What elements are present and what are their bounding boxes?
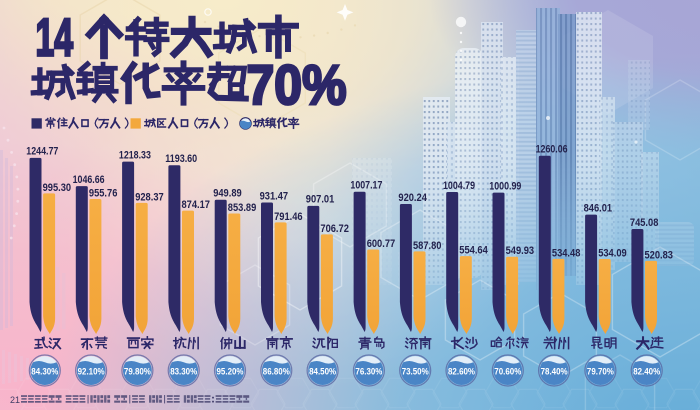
- svg-text:949.89: 949.89: [213, 188, 242, 200]
- svg-text:70.60%: 70.60%: [494, 366, 521, 377]
- svg-text:955.76: 955.76: [89, 188, 118, 200]
- svg-text:95.20%: 95.20%: [217, 366, 244, 377]
- svg-text:549.93: 549.93: [506, 245, 534, 257]
- svg-text:554.64: 554.64: [459, 245, 488, 257]
- svg-text:79.80%: 79.80%: [124, 366, 151, 377]
- svg-text:86.80%: 86.80%: [263, 366, 290, 377]
- svg-text:874.17: 874.17: [182, 199, 211, 211]
- svg-text:73.50%: 73.50%: [402, 366, 429, 377]
- svg-text:78.40%: 78.40%: [541, 366, 568, 377]
- svg-text:1046.66: 1046.66: [73, 174, 105, 186]
- svg-text:1244.77: 1244.77: [26, 146, 58, 158]
- svg-text:920.24: 920.24: [398, 192, 427, 204]
- svg-text:79.70%: 79.70%: [587, 366, 614, 377]
- svg-text:931.47: 931.47: [260, 190, 289, 202]
- svg-text:21: 21: [10, 395, 20, 405]
- svg-text:846.01: 846.01: [584, 202, 613, 214]
- svg-text:76.30%: 76.30%: [355, 366, 382, 377]
- svg-text:70%: 70%: [247, 53, 347, 116]
- svg-text:83.30%: 83.30%: [170, 366, 197, 377]
- svg-text:1004.79: 1004.79: [443, 180, 475, 192]
- svg-text:534.48: 534.48: [552, 247, 581, 259]
- svg-text:14: 14: [36, 9, 74, 68]
- svg-text:534.09: 534.09: [598, 248, 627, 260]
- svg-text:706.72: 706.72: [320, 223, 349, 235]
- svg-text:1007.17: 1007.17: [350, 180, 382, 192]
- svg-text:92.10%: 92.10%: [78, 366, 105, 377]
- svg-text:84.50%: 84.50%: [309, 366, 336, 377]
- svg-text:82.60%: 82.60%: [448, 366, 475, 377]
- svg-text:791.46: 791.46: [274, 211, 303, 223]
- svg-text:520.83: 520.83: [645, 249, 674, 261]
- svg-text:587.80: 587.80: [413, 240, 442, 252]
- svg-text:995.30: 995.30: [43, 182, 72, 194]
- svg-text:745.08: 745.08: [630, 217, 659, 229]
- svg-text:600.77: 600.77: [367, 238, 396, 250]
- svg-text:1000.99: 1000.99: [489, 180, 521, 192]
- svg-text:1193.60: 1193.60: [165, 153, 197, 165]
- svg-text:1218.33: 1218.33: [119, 149, 151, 161]
- svg-text:82.40%: 82.40%: [633, 366, 660, 377]
- svg-text:1260.06: 1260.06: [536, 144, 568, 156]
- svg-text:853.89: 853.89: [228, 202, 256, 214]
- svg-text:928.37: 928.37: [135, 191, 164, 203]
- svg-text:907.01: 907.01: [306, 194, 335, 206]
- svg-text:84.30%: 84.30%: [31, 366, 58, 377]
